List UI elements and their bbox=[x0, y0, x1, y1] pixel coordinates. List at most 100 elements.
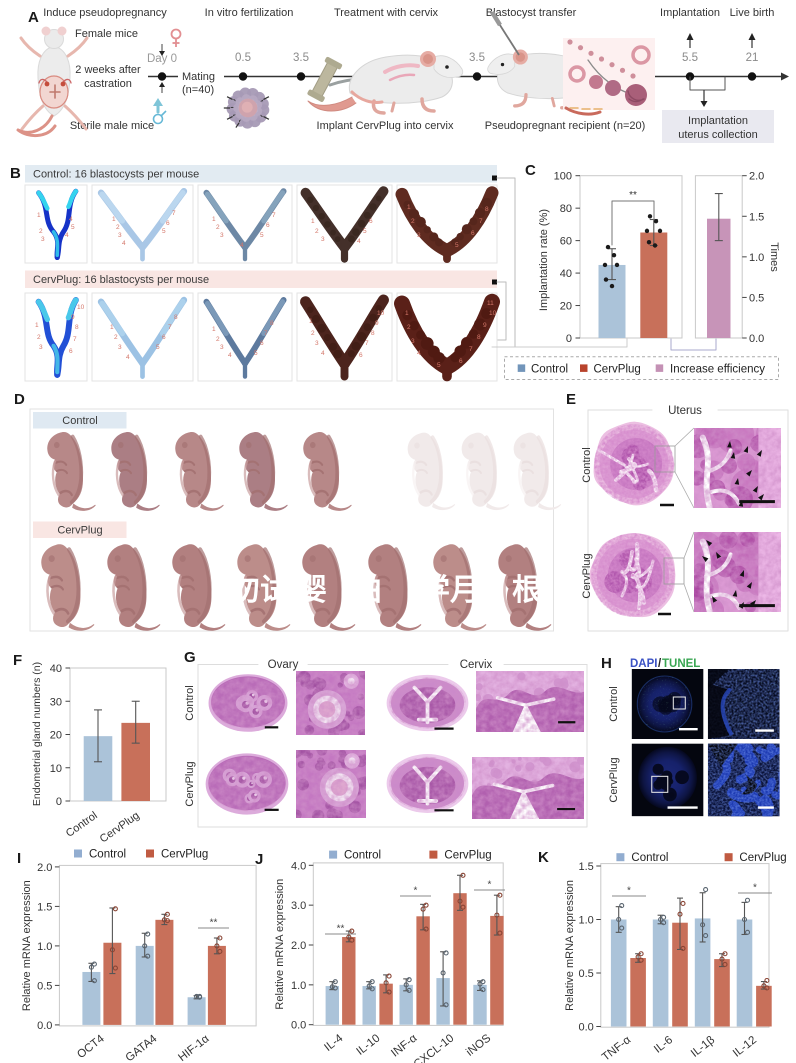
svg-text:In vitro fertilization: In vitro fertilization bbox=[205, 7, 294, 19]
svg-text:2: 2 bbox=[407, 324, 411, 331]
svg-text:CervPlug: CervPlug bbox=[444, 850, 491, 862]
svg-text:3: 3 bbox=[118, 232, 122, 239]
svg-text:0.5: 0.5 bbox=[749, 292, 764, 304]
svg-text:A: A bbox=[28, 9, 39, 26]
svg-text:Pseudopregnant recipient (n=20: Pseudopregnant recipient (n=20) bbox=[485, 120, 646, 132]
svg-text:5: 5 bbox=[260, 232, 264, 239]
svg-text:8: 8 bbox=[371, 330, 375, 337]
svg-text:婴: 婴 bbox=[297, 574, 327, 607]
svg-text:10: 10 bbox=[489, 310, 497, 317]
svg-text:TUNEL: TUNEL bbox=[662, 658, 700, 670]
svg-text:3: 3 bbox=[118, 344, 122, 351]
svg-text:4: 4 bbox=[69, 216, 73, 223]
svg-text:Control: Control bbox=[62, 415, 97, 427]
svg-text:Control: Control bbox=[531, 364, 568, 376]
svg-text:5: 5 bbox=[437, 362, 441, 369]
svg-text:2: 2 bbox=[216, 336, 220, 343]
svg-text:**: ** bbox=[629, 190, 637, 201]
svg-text:5: 5 bbox=[162, 228, 166, 235]
svg-text:100: 100 bbox=[554, 171, 572, 183]
svg-text:5: 5 bbox=[363, 228, 367, 235]
svg-text:9: 9 bbox=[375, 320, 379, 327]
svg-text:5: 5 bbox=[455, 242, 459, 249]
svg-text:0: 0 bbox=[56, 796, 62, 808]
svg-text:2: 2 bbox=[315, 228, 319, 235]
svg-text:1: 1 bbox=[407, 204, 411, 211]
svg-text:1.0: 1.0 bbox=[749, 252, 764, 264]
svg-text:6: 6 bbox=[162, 334, 166, 341]
svg-text:**: ** bbox=[337, 924, 345, 935]
svg-text:1: 1 bbox=[309, 318, 313, 325]
svg-text:2 weeks after: 2 weeks after bbox=[75, 64, 141, 76]
svg-text:2: 2 bbox=[114, 334, 118, 341]
svg-text:7: 7 bbox=[469, 346, 473, 353]
svg-text:7: 7 bbox=[272, 212, 276, 219]
svg-text:6: 6 bbox=[459, 358, 463, 365]
svg-text:20: 20 bbox=[560, 301, 572, 313]
svg-text:8: 8 bbox=[270, 320, 274, 327]
svg-text:Control: Control bbox=[184, 685, 196, 720]
svg-text:0.0: 0.0 bbox=[291, 1020, 306, 1032]
svg-text:4.0: 4.0 bbox=[291, 860, 306, 872]
svg-text:castration: castration bbox=[84, 78, 132, 90]
svg-text:Increase efficiency: Increase efficiency bbox=[670, 364, 765, 376]
svg-text:30: 30 bbox=[50, 696, 62, 708]
svg-text:4: 4 bbox=[122, 240, 126, 247]
svg-text:Implantation: Implantation bbox=[660, 7, 720, 19]
svg-text:4: 4 bbox=[65, 232, 69, 239]
svg-text:CervPlug: CervPlug bbox=[594, 364, 641, 376]
svg-text:3: 3 bbox=[411, 338, 415, 345]
svg-text:7: 7 bbox=[365, 340, 369, 347]
svg-text:Relative mRNA expression: Relative mRNA expression bbox=[274, 879, 286, 1010]
svg-text:*: * bbox=[488, 880, 492, 891]
svg-text:CervPlug: CervPlug bbox=[581, 553, 593, 598]
svg-text:Implantation rate (%): Implantation rate (%) bbox=[538, 209, 550, 311]
svg-text:2.0: 2.0 bbox=[291, 940, 306, 952]
svg-text:Female mice: Female mice bbox=[75, 28, 138, 40]
svg-text:2.0: 2.0 bbox=[37, 862, 52, 874]
svg-text:J: J bbox=[255, 851, 263, 868]
svg-text:CervPlug: CervPlug bbox=[184, 761, 196, 806]
svg-text:D: D bbox=[14, 391, 25, 408]
svg-text:1.0: 1.0 bbox=[579, 915, 594, 927]
svg-text:0.0: 0.0 bbox=[37, 1020, 52, 1032]
svg-text:Blastocyst transfer: Blastocyst transfer bbox=[486, 7, 577, 19]
svg-text:6: 6 bbox=[69, 348, 73, 355]
svg-text:3: 3 bbox=[315, 340, 319, 347]
svg-text:40: 40 bbox=[560, 268, 572, 280]
svg-text:DAPI: DAPI bbox=[630, 658, 657, 670]
svg-text:8: 8 bbox=[174, 314, 178, 321]
svg-text:Relative mRNA expression: Relative mRNA expression bbox=[564, 880, 576, 1011]
svg-text:4: 4 bbox=[240, 242, 244, 249]
svg-text:6: 6 bbox=[369, 218, 373, 225]
svg-text:3.5: 3.5 bbox=[469, 52, 485, 64]
svg-text:11: 11 bbox=[487, 300, 494, 307]
svg-text:H: H bbox=[601, 655, 612, 672]
svg-text:**: ** bbox=[210, 918, 218, 929]
svg-text:3.5: 3.5 bbox=[293, 52, 309, 64]
svg-text:Day 0: Day 0 bbox=[147, 53, 177, 65]
svg-text:8: 8 bbox=[75, 324, 79, 331]
svg-text:6: 6 bbox=[266, 222, 270, 229]
svg-text:Endometrial gland numbers (n): Endometrial gland numbers (n) bbox=[31, 662, 43, 806]
svg-text:Uterus: Uterus bbox=[668, 405, 702, 417]
svg-text:Times: Times bbox=[768, 242, 780, 272]
svg-text:0.5: 0.5 bbox=[235, 52, 251, 64]
svg-text:8: 8 bbox=[485, 206, 489, 213]
svg-text:10: 10 bbox=[50, 763, 62, 775]
svg-text:(n=40): (n=40) bbox=[182, 84, 214, 96]
svg-text:1: 1 bbox=[311, 218, 315, 225]
svg-text:Control: Control bbox=[581, 447, 593, 482]
svg-text:1: 1 bbox=[212, 216, 216, 223]
svg-text:1.0: 1.0 bbox=[291, 980, 306, 992]
svg-text:泊: 泊 bbox=[352, 574, 382, 607]
svg-text:C: C bbox=[525, 162, 536, 179]
svg-text:2: 2 bbox=[216, 224, 220, 231]
svg-text:7: 7 bbox=[73, 336, 77, 343]
svg-text:CervPlug: CervPlug bbox=[161, 849, 208, 861]
svg-text:CervPlug: 16 blastocysts per m: CervPlug: 16 blastocysts per mouse bbox=[33, 274, 209, 286]
svg-text:9: 9 bbox=[483, 322, 487, 329]
svg-text:Control: Control bbox=[344, 850, 381, 862]
svg-text:Relative mRNA expression: Relative mRNA expression bbox=[21, 880, 33, 1011]
svg-text:21: 21 bbox=[746, 52, 759, 64]
